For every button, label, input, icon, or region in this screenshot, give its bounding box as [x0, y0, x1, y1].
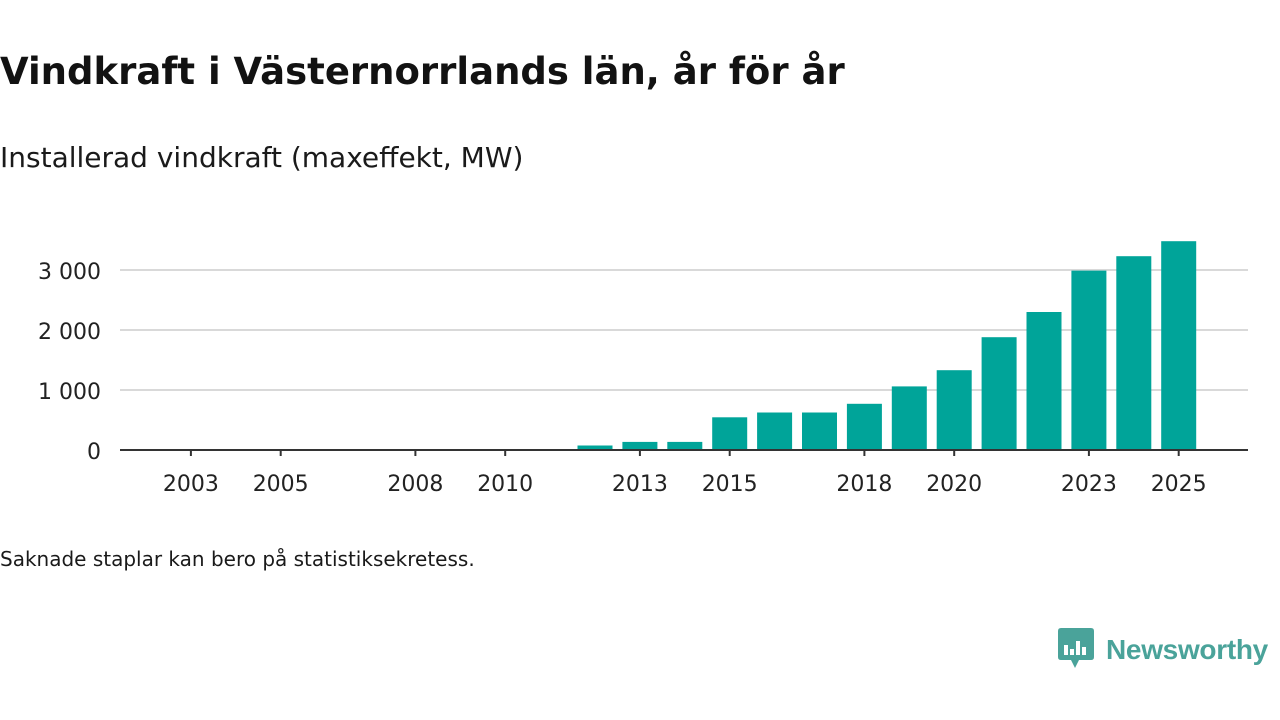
y-axis-tick-labels: 0 1 000 2 000 3 000: [38, 260, 101, 465]
x-tick-label: 2010: [477, 472, 533, 497]
bars: [577, 241, 1197, 450]
x-tick-label: 2003: [163, 472, 219, 497]
chart-title: Vindkraft i Västernorrlands län, år för …: [0, 50, 845, 93]
bar-2024: [1116, 256, 1152, 450]
x-tick-label: 2025: [1151, 472, 1207, 497]
x-tick-label: 2008: [387, 472, 443, 497]
y-tick-label: 2 000: [38, 320, 101, 345]
x-tick-label: 2018: [836, 472, 892, 497]
x-tick-label: 2005: [253, 472, 309, 497]
x-tick-label: 2013: [612, 472, 668, 497]
bar-2022: [1026, 312, 1062, 450]
chart-subtitle: Installerad vindkraft (maxeffekt, MW): [0, 141, 524, 174]
bar-chart: 0 1 000 2 000 3 000 2003 2005 2008 2010 2013 201…: [38, 241, 1248, 497]
bar-2025: [1161, 241, 1197, 450]
footnote: Saknade staplar kan bero på statistiksek…: [0, 547, 475, 571]
y-tick-label: 0: [87, 440, 101, 465]
bar-2019: [891, 386, 927, 450]
bar-2014: [667, 441, 703, 450]
bar-2023: [1071, 270, 1107, 450]
x-tick-label: 2015: [702, 472, 758, 497]
x-tick-label: 2023: [1061, 472, 1117, 497]
bar-2017: [802, 412, 837, 450]
brand-name: Newsworthy: [1106, 634, 1268, 665]
newsworthy-logo-icon: [1058, 628, 1094, 668]
bar-2021: [981, 337, 1017, 450]
y-tick-label: 1 000: [38, 380, 101, 405]
bar-2020: [936, 370, 972, 450]
newsworthy-brand[interactable]: Newsworthy: [1058, 627, 1268, 673]
bar-2016: [757, 412, 793, 450]
y-tick-label: 3 000: [38, 260, 101, 285]
bar-2012: [577, 445, 613, 450]
x-axis: [120, 449, 1248, 456]
bar-2018: [846, 403, 882, 450]
bar-2013: [622, 441, 658, 450]
x-tick-label: 2020: [926, 472, 982, 497]
x-axis-tick-labels: 2003 2005 2008 2010 2013 2015 2018 2020 2023 2025: [163, 472, 1207, 497]
bar-2015: [712, 417, 748, 450]
